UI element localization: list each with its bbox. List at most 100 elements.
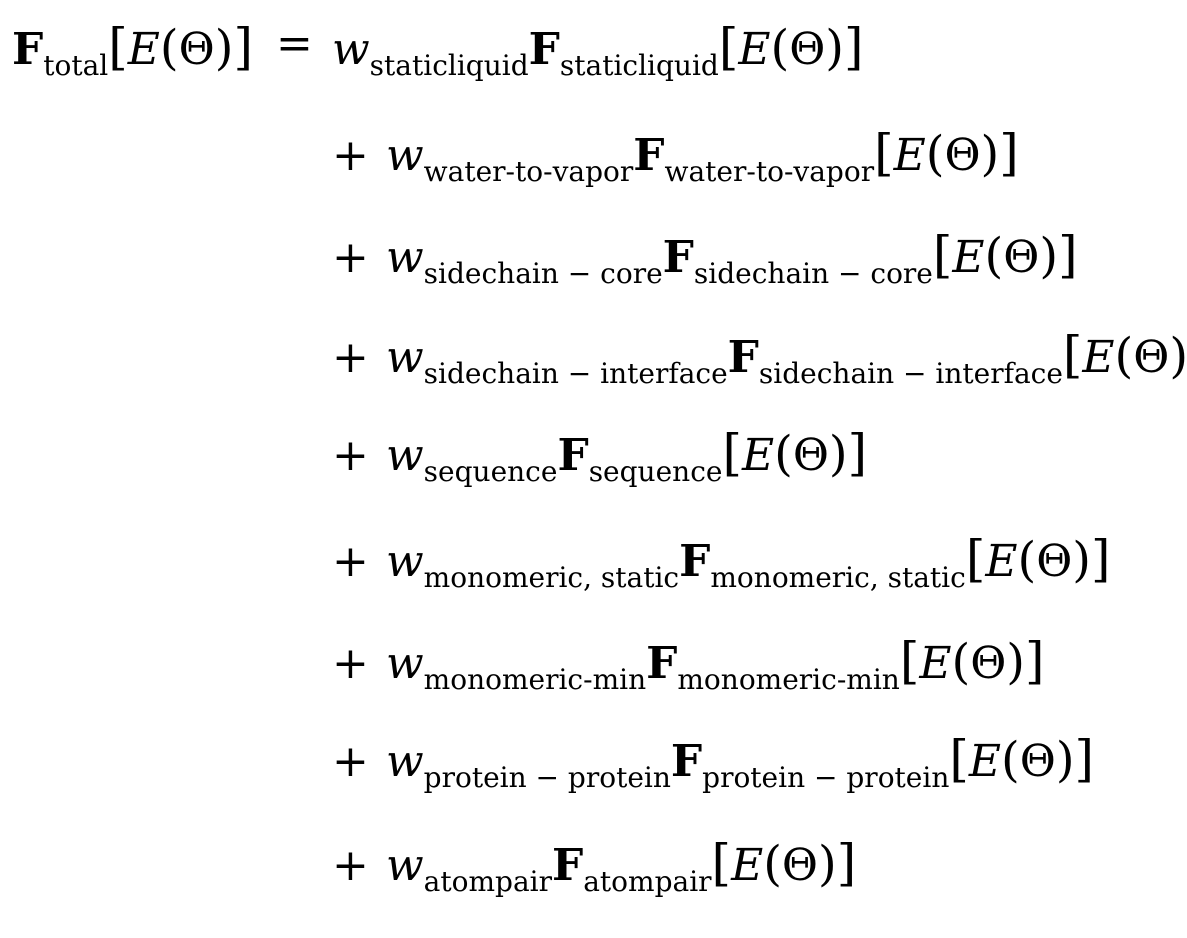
weight-subscript: water-to-vapor bbox=[423, 155, 634, 188]
functional-subscript: water-to-vapor bbox=[664, 155, 875, 188]
close-paren: ) bbox=[1072, 532, 1092, 588]
open-bracket: [ bbox=[874, 124, 894, 182]
term-4: + wsequenceFsequence[E(Θ)] bbox=[332, 428, 867, 486]
close-paren: ) bbox=[818, 836, 837, 892]
open-paren: ( bbox=[984, 228, 1004, 284]
weight-subscript: sidechain − core bbox=[423, 257, 663, 290]
weight-symbol: w bbox=[386, 736, 424, 787]
functional-symbol: F bbox=[662, 232, 694, 283]
close-paren: ) bbox=[825, 20, 845, 76]
weight-symbol: w bbox=[386, 232, 424, 283]
theta-symbol: Θ bbox=[1019, 736, 1056, 787]
lhs-close-bracket: ] bbox=[233, 18, 253, 76]
theta-symbol: Θ bbox=[1133, 332, 1170, 383]
energy-symbol: E bbox=[985, 536, 1018, 587]
open-paren: ( bbox=[951, 634, 971, 690]
weight-subscript: staticliquid bbox=[369, 49, 529, 82]
lhs-energy-symbol: E bbox=[127, 24, 160, 75]
close-bracket: ] bbox=[847, 424, 868, 482]
term-0: wstaticliquidFstaticliquid[E(Θ)] bbox=[332, 22, 864, 80]
close-bracket: ] bbox=[999, 124, 1019, 182]
open-bracket: [ bbox=[711, 834, 732, 892]
functional-subscript: atompair bbox=[583, 865, 712, 898]
functional-subscript: monomeric-min bbox=[677, 663, 900, 696]
close-paren: ) bbox=[1006, 634, 1026, 690]
functional-symbol: F bbox=[727, 332, 759, 383]
weight-symbol: w bbox=[386, 840, 424, 891]
open-paren: ( bbox=[1001, 732, 1020, 788]
plus-sign: + bbox=[332, 536, 369, 587]
open-paren: ( bbox=[774, 426, 793, 482]
close-bracket: ] bbox=[836, 834, 857, 892]
functional-subscript: protein − protein bbox=[702, 761, 950, 794]
close-bracket: ] bbox=[1058, 226, 1078, 284]
lhs-close-paren: ) bbox=[214, 20, 234, 76]
theta-symbol: Θ bbox=[970, 638, 1007, 689]
open-bracket: [ bbox=[932, 226, 953, 284]
lhs-open-paren: ( bbox=[159, 20, 179, 76]
close-bracket: ] bbox=[1091, 530, 1111, 588]
functional-symbol: F bbox=[528, 24, 560, 75]
functional-subscript: sidechain − interface bbox=[758, 357, 1063, 390]
term-2: + wsidechain − coreFsidechain − core[E(Θ)… bbox=[332, 230, 1078, 288]
plus-sign: + bbox=[332, 638, 369, 689]
close-paren: ) bbox=[1169, 328, 1187, 384]
weight-symbol: w bbox=[386, 332, 424, 383]
functional-subscript: staticliquid bbox=[559, 49, 719, 82]
lhs-expression: Ftotal[E(Θ)] bbox=[12, 22, 253, 80]
open-bracket: [ bbox=[722, 424, 742, 482]
theta-symbol: Θ bbox=[1003, 232, 1040, 283]
open-paren: ( bbox=[763, 836, 782, 892]
weight-subscript: sidechain − interface bbox=[423, 357, 728, 390]
weight-symbol: w bbox=[386, 536, 424, 587]
energy-symbol: E bbox=[731, 840, 764, 891]
open-paren: ( bbox=[925, 126, 945, 182]
term-3: + wsidechain − interfaceFsidechain − inte… bbox=[332, 330, 1187, 388]
functional-subscript: sequence bbox=[588, 455, 723, 488]
theta-symbol: Θ bbox=[792, 430, 829, 481]
open-bracket: [ bbox=[899, 632, 920, 690]
open-paren: ( bbox=[1114, 328, 1134, 384]
open-paren: ( bbox=[1017, 532, 1037, 588]
lhs-functional-symbol: F bbox=[12, 24, 44, 75]
weight-subscript: protein − protein bbox=[423, 761, 671, 794]
functional-symbol: F bbox=[633, 130, 665, 181]
theta-symbol: Θ bbox=[1036, 536, 1073, 587]
lhs-theta-symbol: Θ bbox=[178, 24, 215, 75]
weight-symbol: w bbox=[386, 430, 424, 481]
theta-symbol: Θ bbox=[944, 130, 981, 181]
close-bracket: ] bbox=[844, 18, 864, 76]
close-paren: ) bbox=[1039, 228, 1059, 284]
weight-symbol: w bbox=[386, 130, 424, 181]
weight-subscript: monomeric, static bbox=[423, 561, 680, 594]
functional-symbol: F bbox=[670, 736, 703, 787]
functional-symbol: F bbox=[551, 840, 584, 891]
close-paren: ) bbox=[1055, 732, 1075, 788]
theta-symbol: Θ bbox=[781, 840, 818, 891]
weight-subscript: atompair bbox=[423, 865, 552, 898]
weight-subscript: monomeric-min bbox=[423, 663, 647, 696]
term-1: + wwater-to-vaporFwater-to-vapor[E(Θ)] bbox=[332, 128, 1019, 186]
term-6: + wmonomeric-minFmonomeric-min[E(Θ)] bbox=[332, 636, 1045, 694]
open-bracket: [ bbox=[718, 18, 739, 76]
plus-sign: + bbox=[332, 736, 369, 787]
lhs-open-bracket: [ bbox=[108, 18, 128, 76]
energy-symbol: E bbox=[893, 130, 926, 181]
term-5: + wmonomeric, staticFmonomeric, static[E(… bbox=[332, 534, 1111, 592]
functional-symbol: F bbox=[679, 536, 711, 587]
theta-symbol: Θ bbox=[789, 24, 826, 75]
open-paren: ( bbox=[770, 20, 790, 76]
energy-symbol: E bbox=[738, 24, 771, 75]
close-paren: ) bbox=[828, 426, 848, 482]
weight-symbol: w bbox=[332, 24, 370, 75]
close-paren: ) bbox=[980, 126, 1000, 182]
open-bracket: [ bbox=[949, 730, 969, 788]
equals-sign: = bbox=[276, 18, 313, 69]
plus-sign: + bbox=[332, 232, 369, 283]
term-8: + watompairFatompair[E(Θ)] bbox=[332, 838, 856, 896]
functional-subscript: sidechain − core bbox=[693, 257, 933, 290]
functional-subscript: monomeric, static bbox=[710, 561, 966, 594]
close-bracket: ] bbox=[1074, 730, 1095, 788]
energy-symbol: E bbox=[741, 430, 775, 481]
weight-symbol: w bbox=[386, 638, 424, 689]
